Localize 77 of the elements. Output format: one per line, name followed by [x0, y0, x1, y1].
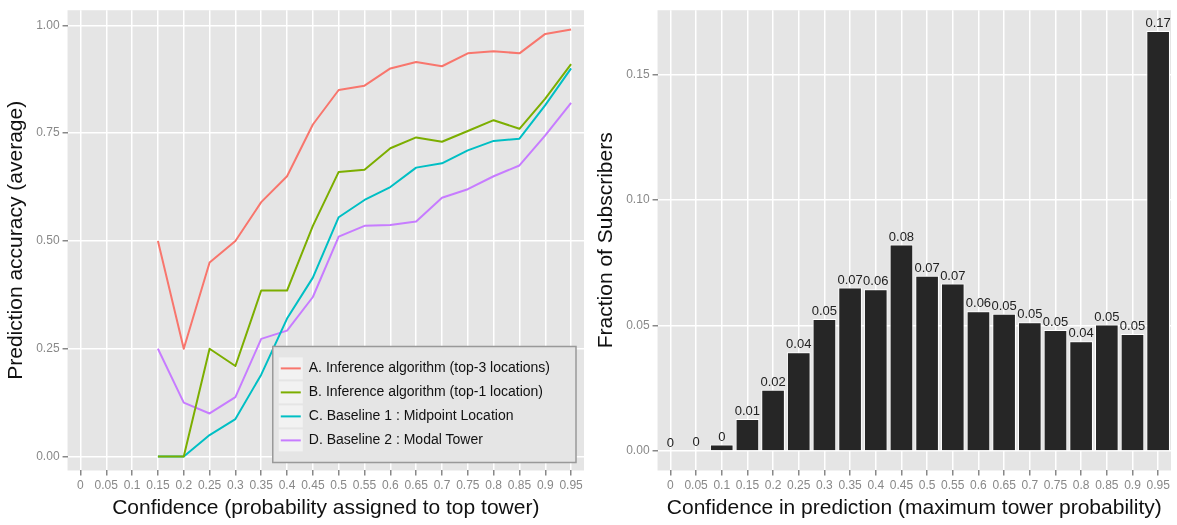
x-tick-label: 0.25: [197, 477, 222, 492]
x-tick-label: 0.55: [352, 477, 377, 492]
x-tick-label: 0.45: [301, 477, 325, 492]
data-label: 0.07: [914, 259, 940, 275]
x-tick-label: 0.8: [1072, 477, 1090, 492]
x-tick-label: 0.15: [735, 477, 760, 492]
x-axis-title: Confidence (probability assigned to top tower): [112, 495, 540, 519]
data-label: 0.07: [940, 267, 966, 283]
x-tick-label: 0.35: [838, 477, 863, 492]
data-label: 0.05: [1017, 306, 1043, 322]
data-label: 0.04: [786, 336, 812, 352]
data-label: 0.01: [734, 403, 761, 419]
x-tick-label: 0.3: [227, 477, 245, 492]
x-tick-label: 0.45: [889, 477, 914, 492]
legend-label: C. Baseline 1 : Midpoint Location: [308, 407, 514, 424]
x-tick-label: 0.65: [404, 477, 429, 492]
data-label: 0.05: [1119, 317, 1146, 333]
y-axis-title: Fraction of Subscribers: [593, 132, 617, 349]
y-tick-label: 0.25: [36, 341, 60, 356]
data-label: 0.05: [991, 297, 1017, 313]
x-tick-label: 0.1: [123, 477, 141, 492]
y-tick-label: 0.10: [626, 192, 650, 207]
x-tick-label: 0: [667, 477, 675, 492]
x-tick-label: 0.1: [713, 477, 731, 492]
x-tick-label: 0.85: [507, 477, 532, 492]
x-tick-label: 0.4: [867, 477, 885, 492]
x-tick-label: 0.05: [94, 477, 119, 492]
data-label: 0.05: [1042, 313, 1069, 329]
legend-label: A. Inference algorithm (top-3 locations): [308, 359, 551, 376]
x-axis-title: Confidence in prediction (maximum tower probability): [666, 495, 1162, 519]
x-tick-label: 0.9: [1124, 477, 1142, 492]
data-label: 0.06: [863, 273, 889, 289]
x-tick-label: 0.95: [1146, 477, 1171, 492]
x-tick-label: 0.15: [146, 477, 170, 492]
x-tick-label: 0.9: [536, 477, 554, 492]
data-label: 0.17: [1145, 15, 1171, 31]
x-tick-label: 0.3: [816, 477, 834, 492]
x-tick-label: 0.05: [684, 477, 709, 492]
x-tick-label: 0.75: [1043, 477, 1068, 492]
y-tick-label: 0.50: [36, 233, 60, 248]
x-tick-label: 0.6: [970, 477, 988, 492]
data-label: 0: [718, 428, 726, 444]
x-tick-label: 0.55: [941, 477, 965, 492]
x-tick-label: 0.6: [381, 477, 399, 492]
data-label: 0.04: [1068, 325, 1094, 341]
x-tick-label: 0.65: [992, 477, 1017, 492]
x-tick-label: 0.2: [764, 477, 782, 492]
x-tick-label: 0.35: [249, 477, 274, 492]
legend-label: D. Baseline 2 : Modal Tower: [308, 431, 484, 448]
data-label: 0.08: [888, 228, 915, 244]
x-tick-label: 0.8: [485, 477, 503, 492]
x-tick-label: 0.95: [559, 477, 584, 492]
x-tick-label: 0.7: [1021, 477, 1039, 492]
data-label: 0.05: [811, 303, 838, 319]
y-tick-label: 0.05: [626, 317, 650, 332]
data-label: 0: [692, 434, 700, 450]
y-tick-label: 0.00: [36, 448, 60, 463]
data-label: 0.06: [965, 295, 992, 311]
data-label: 0: [666, 435, 675, 451]
y-axis-title: Prediction accuracy (average): [3, 100, 27, 380]
y-tick-label: 1.00: [36, 17, 60, 32]
x-tick-label: 0.25: [787, 477, 811, 492]
x-tick-label: 0: [77, 477, 85, 492]
x-tick-label: 0.85: [1095, 477, 1119, 492]
x-tick-label: 0.4: [278, 477, 296, 492]
x-tick-label: 0.5: [330, 477, 348, 492]
legend-label: B. Inference algorithm (top-1 location): [308, 383, 544, 400]
y-tick-label: 0.00: [626, 443, 650, 458]
data-label: 0.02: [760, 373, 786, 389]
x-tick-label: 0.5: [918, 477, 936, 492]
data-label: 0.05: [1094, 308, 1120, 324]
x-tick-label: 0.7: [433, 477, 451, 492]
x-tick-label: 0.75: [456, 477, 480, 492]
y-tick-label: 0.75: [36, 125, 60, 140]
x-tick-label: 0.2: [175, 477, 193, 492]
y-tick-label: 0.15: [626, 67, 650, 81]
data-label: 0.07: [837, 271, 863, 287]
